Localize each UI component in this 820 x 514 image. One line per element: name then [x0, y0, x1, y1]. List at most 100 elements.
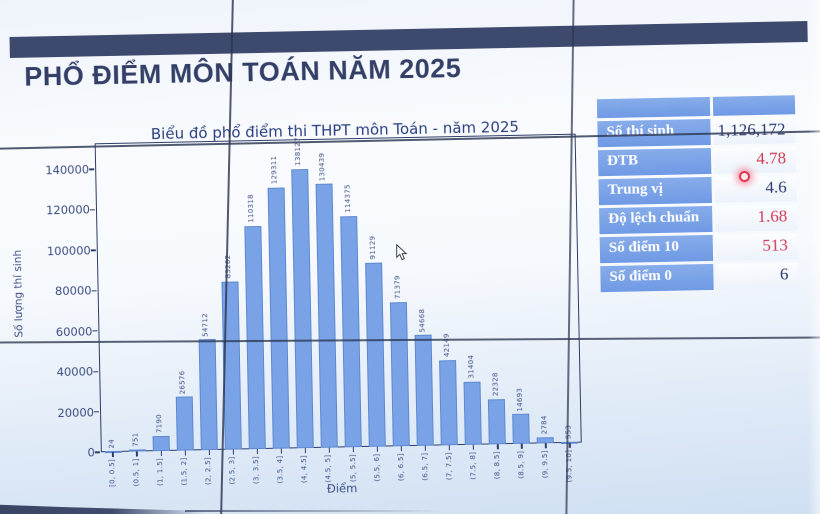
x-tick-mark: [569, 442, 571, 448]
y-tick-mark: [91, 289, 97, 292]
x-tick-mark: [112, 451, 114, 458]
y-tick-mark: [94, 411, 100, 413]
table-header-label-cell: [596, 96, 711, 119]
photo-edge-glare: [808, 0, 820, 514]
y-tick-mark: [90, 249, 96, 251]
bar-value-label: 71379: [392, 275, 402, 300]
x-tick-mark: [208, 450, 210, 456]
bar-(8.5, 9]: [512, 413, 531, 444]
stat-value-2: 4.78: [713, 146, 797, 174]
stat-label-5: Số điểm 10: [599, 234, 714, 264]
stat-label-2: ĐTB: [597, 147, 712, 177]
x-tick-label: (2, 2.5]: [204, 457, 213, 486]
y-tick-label: 20000: [57, 404, 95, 420]
y-tick-mark: [89, 209, 96, 211]
y-tick-mark: [89, 168, 95, 171]
x-tick-label: (5, 5.5]: [348, 454, 358, 483]
bar-value-label: 751: [131, 432, 140, 448]
slide-header-bar: [9, 20, 808, 58]
x-tick-mark: [256, 449, 258, 455]
screen-bottom-edge: [0, 504, 205, 514]
laser-pointer-dot: [739, 171, 750, 182]
y-tick-label: 60000: [55, 324, 93, 339]
stat-label-3: Trung vị: [598, 176, 712, 206]
stat-label-4: Độ lệch chuẩn: [599, 205, 713, 235]
table-header-value-cell: [712, 95, 796, 116]
x-tick-mark: [545, 443, 547, 449]
x-tick-mark: [232, 449, 234, 455]
y-tick-label: 100000: [46, 243, 91, 259]
x-tick-label: (4, 4.5]: [300, 455, 309, 484]
y-tick-label: 140000: [45, 162, 90, 178]
bar-value-label: 24: [107, 438, 116, 449]
bar-value-label: 91129: [368, 235, 377, 260]
x-tick-mark: [352, 447, 355, 453]
x-tick-label: (0.5, 1]: [132, 458, 141, 487]
y-tick-label: 80000: [54, 283, 92, 299]
x-tick-mark: [376, 446, 379, 452]
stat-value-6: 6: [716, 262, 799, 290]
x-tick-label: (7, 7.5]: [444, 452, 454, 481]
bar-value-label: 22328: [491, 372, 500, 397]
x-tick-mark: [136, 451, 138, 457]
x-tick-mark: [328, 447, 331, 453]
bar-(6, 6.5]: [390, 301, 410, 447]
bar-(1.5, 2]: [175, 396, 194, 451]
x-tick-label: (4.5, 5]: [324, 454, 333, 483]
x-tick-mark: [424, 445, 427, 451]
mouse-cursor-icon: [396, 244, 408, 261]
x-tick-label: (8.5, 9]: [516, 450, 526, 479]
x-tick-mark: [496, 444, 499, 450]
bar-value-label: 114375: [343, 184, 352, 214]
bar-(7.5, 8]: [463, 381, 483, 445]
y-tick-label: 40000: [56, 364, 94, 380]
x-tick-label: (3.5, 4]: [276, 455, 285, 484]
x-tick-mark: [184, 450, 186, 456]
bar-(1, 1.5]: [152, 436, 170, 452]
x-tick-label: (3, 3.5]: [252, 456, 261, 485]
bar-(6.5, 7]: [414, 335, 434, 446]
x-tick-mark: [160, 451, 162, 457]
bar-value-label: 2784: [540, 415, 549, 435]
screen-bottom-edge-line: [185, 509, 445, 512]
bar-value-label: 110318: [247, 194, 256, 224]
bar-(7, 7.5]: [439, 359, 459, 446]
bar-value-label: 54668: [417, 308, 427, 333]
x-tick-mark: [472, 444, 475, 450]
x-tick-label: (8, 8.5]: [492, 451, 502, 480]
x-axis-title: Điểm: [326, 481, 358, 496]
y-tick-mark: [92, 330, 98, 332]
x-tick-mark: [448, 445, 451, 451]
stat-label-6: Số điểm 0: [600, 263, 714, 293]
x-tick-label: (7.5, 8]: [468, 451, 478, 480]
y-tick-label: 0: [87, 445, 95, 460]
x-tick-label: (9, 9.5]: [540, 450, 550, 479]
y-tick-mark: [94, 451, 100, 454]
plot-area: [94, 133, 582, 453]
x-tick-label: (1.5, 2]: [180, 457, 189, 486]
bar-value-label: 7190: [155, 414, 164, 434]
stat-value-5: 513: [715, 233, 799, 261]
x-tick-label: (1, 1.5]: [156, 457, 165, 487]
x-tick-label: [0, 0.5]: [108, 458, 117, 488]
bar-value-label: 42149: [442, 333, 451, 358]
y-tick-mark: [93, 370, 99, 373]
x-tick-label: (5.5, 6]: [372, 453, 382, 482]
x-tick-mark: [304, 448, 307, 454]
page-title: PHỔ ĐIỂM MÔN TOÁN NĂM 2025: [24, 52, 462, 92]
bar-(8, 8.5]: [488, 398, 507, 445]
stat-value-3: 4.6: [714, 175, 797, 203]
bar-value-label: 14693: [515, 387, 524, 412]
x-tick-mark: [280, 448, 282, 454]
x-tick-label: (6.5, 7]: [420, 452, 430, 481]
bar-value-label: 54712: [201, 312, 210, 337]
x-tick-mark: [400, 446, 403, 452]
stat-value-4: 1.68: [715, 204, 798, 232]
y-tick-label: 120000: [45, 202, 91, 218]
bar-value-label: 129311: [270, 155, 279, 185]
bar-(2, 2.5]: [198, 339, 218, 451]
bar-value-label: 26576: [178, 370, 187, 394]
x-tick-mark: [521, 443, 523, 449]
